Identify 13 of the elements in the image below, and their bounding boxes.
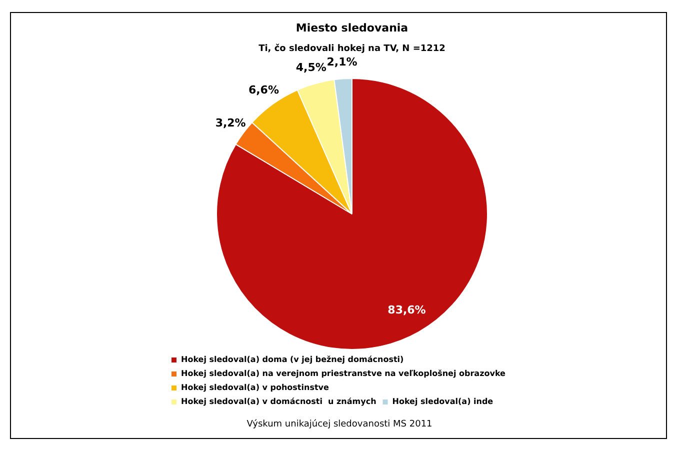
legend-label: Hokej sledoval(a) doma (v jej bežnej domácnosti) bbox=[181, 355, 404, 364]
legend-label: Hokej sledoval(a) v pohostinstve bbox=[181, 383, 330, 392]
data-label: 83,6% bbox=[388, 304, 426, 317]
legend-label: Hokej sledoval(a) na verejnom priestranstve na veľkoplošnej obrazovke bbox=[181, 369, 506, 378]
data-label: 4,5% bbox=[296, 60, 326, 74]
legend-label: Hokej sledoval(a) inde bbox=[392, 397, 494, 406]
data-label: 2,1% bbox=[326, 56, 358, 69]
data-label: 6,6% bbox=[248, 84, 279, 97]
chart-subtitle: Ti, čo sledovali hokej na TV, N =1212 bbox=[258, 42, 446, 54]
text: Výskum unikajúcej sledovanosti MS 2011 bbox=[246, 418, 432, 430]
chart-title: Miesto sledovania bbox=[296, 21, 408, 34]
legend-label: Hokej sledoval(a) v domácnosti u známych bbox=[181, 397, 377, 406]
data-label: 3,2% bbox=[215, 116, 246, 130]
